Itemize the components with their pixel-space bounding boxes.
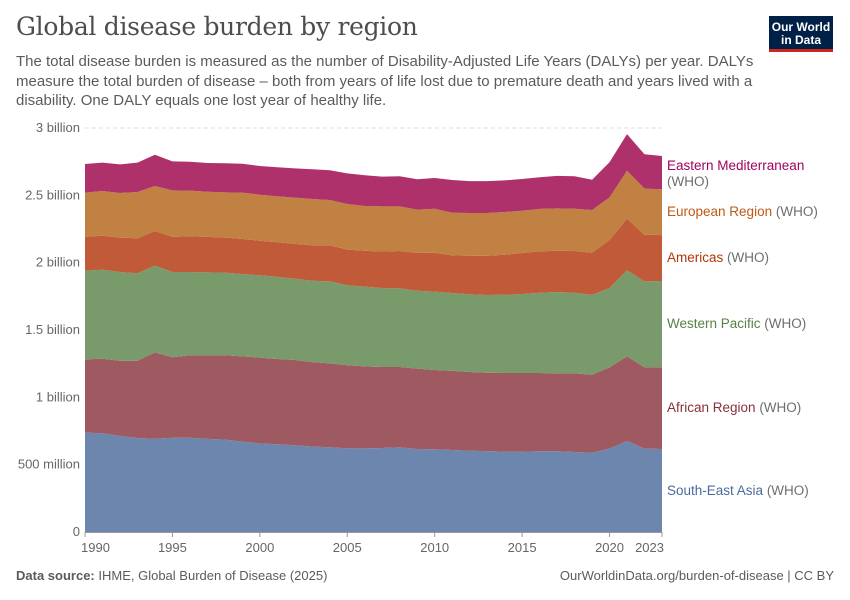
legend-suffix: (WHO)	[723, 250, 769, 266]
legend-suffix: (WHO)	[763, 482, 809, 498]
chart-title: Global disease burden by region	[16, 12, 418, 41]
legend-name: South-East Asia	[667, 482, 764, 498]
y-tick-label: 2.5 billion	[25, 187, 80, 202]
legend-name: Eastern Mediterranean	[667, 158, 805, 173]
x-tick-label: 2015	[508, 540, 537, 555]
x-tick-label: 2005	[333, 540, 362, 555]
y-tick-label: 1.5 billion	[25, 322, 80, 337]
y-tick-label: 0	[73, 524, 80, 539]
x-tick-label: 1995	[158, 540, 187, 555]
legend-name: European Region	[667, 204, 773, 220]
y-tick-label: 3 billion	[36, 120, 80, 135]
source-label: Data source:	[16, 568, 95, 583]
legend-label-eastern-mediterranean[interactable]: Eastern Mediterranean (WHO)	[667, 158, 817, 190]
area-african-region[interactable]	[85, 352, 662, 453]
legend-suffix: (WHO)	[772, 204, 818, 220]
x-tick-label: 2020	[595, 540, 624, 555]
data-source: Data source: IHME, Global Burden of Dise…	[16, 568, 327, 583]
area-european-region[interactable]	[85, 170, 662, 256]
logo-line-1: Our World	[771, 20, 831, 34]
source-text: IHME, Global Burden of Disease (2025)	[98, 568, 328, 583]
legend-label-south-east-asia[interactable]: South-East Asia (WHO)	[667, 483, 809, 499]
legend-name: Americas	[667, 250, 724, 266]
source-url[interactable]: OurWorldinData.org/burden-of-disease | C…	[559, 568, 834, 583]
legend-label-european-region[interactable]: European Region (WHO)	[667, 204, 818, 220]
y-tick-label: 500 million	[18, 457, 80, 472]
x-tick-label: 2023	[635, 540, 664, 555]
area-eastern-mediterranean[interactable]	[85, 134, 662, 213]
area-americas[interactable]	[85, 218, 662, 295]
legend-label-americas[interactable]: Americas (WHO)	[667, 250, 769, 266]
legend-name: Western Pacific	[667, 316, 761, 332]
logo-line-2: in Data	[780, 33, 821, 47]
legend-name: African Region	[667, 400, 756, 416]
legend-label-western-pacific[interactable]: Western Pacific (WHO)	[667, 316, 806, 332]
area-south-east-asia[interactable]	[85, 432, 662, 532]
legend-suffix: (WHO)	[667, 174, 709, 189]
area-western-pacific[interactable]	[85, 265, 662, 375]
legend-label-african-region[interactable]: African Region (WHO)	[667, 400, 801, 416]
y-tick-label: 2 billion	[36, 255, 80, 270]
x-tick-label: 2010	[420, 540, 449, 555]
legend-suffix: (WHO)	[760, 316, 807, 332]
x-tick-label: 1990	[81, 540, 110, 555]
legend-suffix: (WHO)	[755, 400, 802, 416]
chart-subtitle: The total disease burden is measured as …	[16, 53, 754, 109]
y-tick-label: 1 billion	[36, 389, 80, 404]
owid-logo[interactable]: Our World in Data	[769, 16, 833, 52]
x-tick-label: 2000	[245, 540, 274, 555]
